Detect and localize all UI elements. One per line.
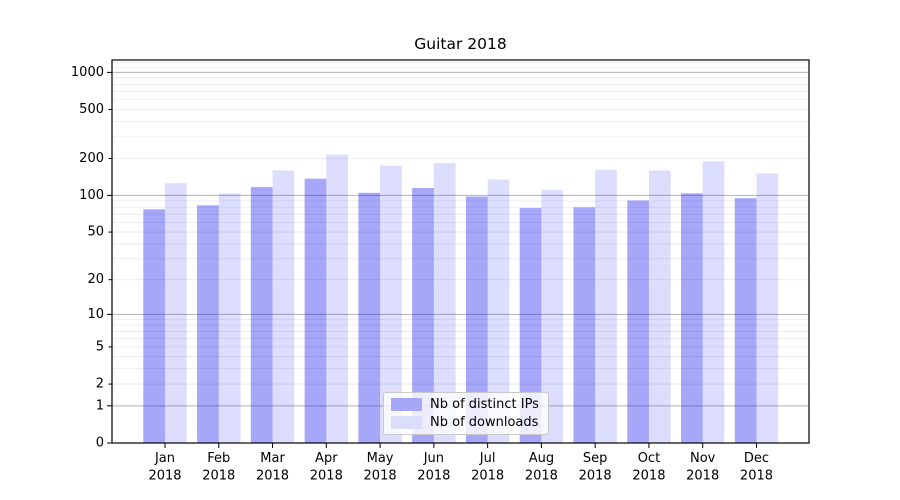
legend-swatch-downloads <box>391 416 422 429</box>
y-tick-label-1000: 1000 <box>71 65 104 80</box>
bar-downloads-aug <box>541 189 564 443</box>
bar-distinct-ips-jun <box>412 187 434 443</box>
x-tick-label-sep: Sep 2018 <box>579 451 612 484</box>
x-tick-label-jan: Jan 2018 <box>148 451 181 484</box>
x-tick-label-mar: Mar 2018 <box>256 451 289 484</box>
bar-distinct-ips-aug <box>519 207 542 443</box>
y-tick-label-20: 20 <box>87 272 104 287</box>
bar-downloads-nov <box>702 161 725 443</box>
x-tick-label-jul: Jul 2018 <box>471 451 504 484</box>
bar-downloads-jun <box>433 162 456 444</box>
bar-downloads-dec <box>756 173 779 444</box>
bar-distinct-ips-jan <box>143 209 165 443</box>
bar-distinct-ips-may <box>358 192 381 443</box>
bar-distinct-ips-dec <box>734 198 757 443</box>
bar-downloads-apr <box>326 154 349 444</box>
x-tick-label-jun: Jun 2018 <box>417 451 450 484</box>
y-tick-label-500: 500 <box>79 102 104 117</box>
bar-downloads-may <box>380 165 402 443</box>
x-tick-label-oct: Oct 2018 <box>632 451 665 484</box>
x-tick-label-may: May 2018 <box>364 451 397 484</box>
bar-distinct-ips-sep <box>573 207 596 443</box>
y-tick-label-0: 0 <box>96 436 104 451</box>
legend-item-distinct-ips: Nb of distinct IPs <box>391 397 539 412</box>
y-tick-label-50: 50 <box>87 225 104 240</box>
legend-label-distinct-ips: Nb of distinct IPs <box>430 397 539 412</box>
legend: Nb of distinct IPs Nb of downloads <box>383 392 549 435</box>
bar-distinct-ips-nov <box>681 193 703 443</box>
bar-downloads-feb <box>218 193 241 443</box>
y-tick-label-5: 5 <box>96 339 104 354</box>
bar-distinct-ips-jul <box>465 196 488 443</box>
x-tick-label-apr: Apr 2018 <box>310 451 343 484</box>
y-tick-label-1: 1 <box>96 398 104 413</box>
y-tick-label-10: 10 <box>87 307 104 322</box>
plot-spines <box>111 59 810 444</box>
bar-downloads-jul <box>487 179 510 443</box>
bar-distinct-ips-apr <box>304 178 327 443</box>
bar-downloads-jan <box>165 183 187 444</box>
y-tick-label-100: 100 <box>79 188 104 203</box>
bar-distinct-ips-oct <box>627 200 649 443</box>
x-tick-label-nov: Nov 2018 <box>686 451 719 484</box>
x-tick-label-dec: Dec 2018 <box>740 451 773 484</box>
bar-downloads-mar <box>272 170 295 444</box>
x-tick-label-feb: Feb 2018 <box>202 451 235 484</box>
bar-distinct-ips-feb <box>197 205 219 443</box>
bar-downloads-sep <box>595 169 617 443</box>
y-tick-label-2: 2 <box>96 377 104 392</box>
bar-downloads-oct <box>648 170 671 444</box>
legend-item-downloads: Nb of downloads <box>391 415 539 430</box>
legend-swatch-distinct-ips <box>391 398 422 411</box>
x-tick-label-aug: Aug 2018 <box>525 451 558 484</box>
chart-title: Guitar 2018 <box>414 35 507 53</box>
y-tick-label-200: 200 <box>79 151 104 166</box>
bar-distinct-ips-mar <box>250 187 273 443</box>
legend-label-downloads: Nb of downloads <box>430 415 539 430</box>
